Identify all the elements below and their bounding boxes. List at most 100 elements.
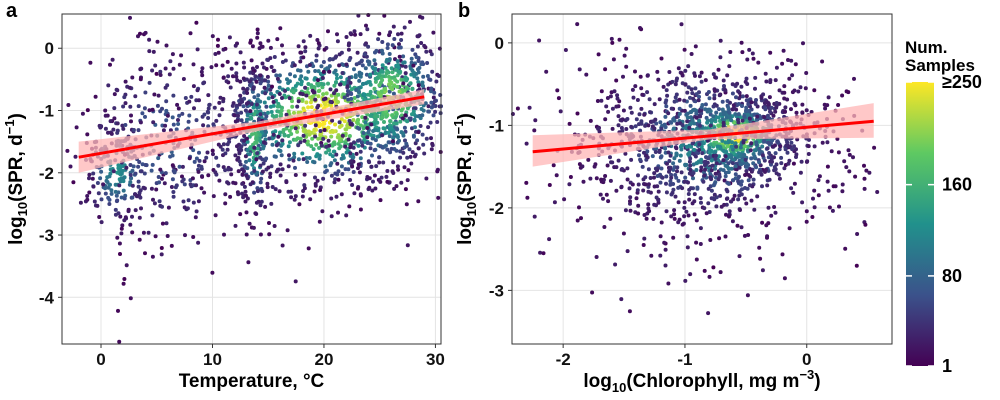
data-point bbox=[390, 113, 395, 118]
data-point bbox=[707, 274, 712, 279]
data-point bbox=[242, 138, 247, 143]
data-point bbox=[355, 94, 360, 99]
data-point bbox=[339, 192, 344, 197]
data-point bbox=[723, 154, 728, 159]
data-point bbox=[734, 167, 739, 172]
data-point bbox=[246, 100, 251, 105]
data-point bbox=[649, 253, 654, 258]
data-point bbox=[656, 189, 661, 194]
data-point bbox=[311, 147, 316, 152]
data-point bbox=[397, 42, 401, 47]
data-point bbox=[404, 202, 409, 207]
data-point bbox=[332, 180, 337, 185]
data-point bbox=[428, 77, 433, 82]
data-point bbox=[387, 134, 392, 139]
data-point bbox=[739, 40, 744, 45]
data-point bbox=[822, 102, 827, 107]
data-point bbox=[252, 112, 257, 117]
data-point bbox=[854, 263, 859, 268]
data-point bbox=[605, 163, 610, 168]
data-point bbox=[763, 107, 768, 112]
data-point bbox=[296, 157, 301, 162]
data-point bbox=[676, 178, 681, 183]
data-point bbox=[616, 114, 621, 119]
data-point bbox=[430, 69, 435, 74]
data-point bbox=[285, 228, 290, 233]
data-point bbox=[724, 115, 729, 120]
data-point bbox=[290, 104, 295, 109]
data-point bbox=[385, 179, 390, 184]
data-point bbox=[820, 140, 825, 145]
data-point bbox=[250, 89, 255, 94]
data-point bbox=[295, 129, 300, 134]
data-point bbox=[671, 117, 676, 122]
data-point bbox=[720, 117, 725, 122]
data-point bbox=[158, 167, 163, 172]
data-point bbox=[415, 76, 420, 81]
data-point bbox=[277, 104, 282, 109]
data-point bbox=[687, 125, 692, 130]
data-point bbox=[320, 76, 325, 80]
data-point bbox=[399, 38, 404, 42]
data-point bbox=[296, 68, 300, 73]
data-point bbox=[91, 171, 96, 176]
data-point bbox=[684, 162, 689, 167]
data-point bbox=[245, 117, 249, 122]
data-point bbox=[333, 171, 338, 176]
data-point bbox=[181, 177, 186, 182]
data-point bbox=[300, 97, 305, 102]
data-point bbox=[371, 179, 375, 184]
data-point bbox=[588, 176, 593, 181]
data-point bbox=[204, 155, 209, 160]
data-point bbox=[279, 108, 284, 113]
data-point bbox=[261, 161, 266, 166]
data-point bbox=[713, 166, 717, 171]
data-point bbox=[716, 67, 721, 72]
data-point bbox=[214, 155, 219, 160]
data-point bbox=[662, 240, 667, 245]
data-point bbox=[380, 133, 385, 138]
data-point bbox=[254, 212, 259, 216]
data-point bbox=[604, 104, 609, 109]
data-point bbox=[774, 105, 779, 110]
data-point bbox=[706, 186, 711, 191]
data-point bbox=[206, 93, 211, 98]
data-point bbox=[757, 245, 762, 250]
data-point bbox=[399, 31, 404, 36]
data-point bbox=[743, 144, 747, 149]
data-point bbox=[524, 141, 529, 146]
data-point bbox=[270, 136, 275, 141]
y-tick-label: -1 bbox=[39, 102, 54, 121]
data-point bbox=[182, 182, 187, 187]
data-point bbox=[272, 224, 277, 228]
data-point bbox=[664, 209, 669, 214]
data-point bbox=[192, 159, 197, 164]
data-point bbox=[840, 189, 845, 194]
data-point bbox=[259, 176, 264, 181]
data-point bbox=[754, 98, 758, 102]
data-point bbox=[590, 290, 595, 295]
data-point bbox=[333, 177, 338, 182]
data-point bbox=[337, 125, 342, 129]
data-point bbox=[752, 207, 757, 212]
data-point bbox=[394, 121, 399, 126]
data-point bbox=[799, 159, 804, 164]
data-point bbox=[316, 69, 321, 74]
data-point bbox=[362, 92, 367, 97]
data-point bbox=[101, 182, 106, 187]
data-point bbox=[756, 60, 761, 65]
data-point bbox=[267, 221, 271, 225]
data-point bbox=[333, 55, 338, 60]
data-point bbox=[239, 118, 244, 123]
data-point bbox=[114, 87, 119, 92]
data-point bbox=[121, 281, 126, 286]
confidence-band bbox=[532, 103, 874, 167]
data-point bbox=[387, 89, 392, 94]
data-point bbox=[316, 89, 321, 94]
data-point bbox=[610, 126, 615, 131]
data-point bbox=[251, 85, 256, 90]
data-point bbox=[272, 154, 277, 159]
data-point bbox=[103, 186, 108, 191]
data-point bbox=[122, 175, 126, 180]
data-point bbox=[347, 134, 352, 138]
